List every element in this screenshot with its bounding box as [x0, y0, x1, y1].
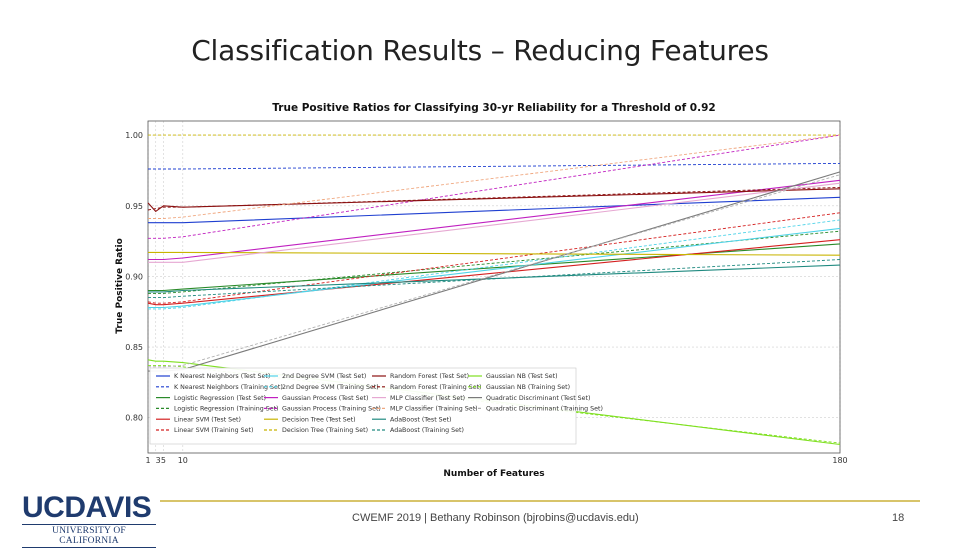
- legend-label: K Nearest Neighbors (Test Set): [174, 373, 270, 380]
- plot-area-frame: [147, 120, 841, 454]
- series-line: [148, 182, 841, 263]
- series-line: [148, 174, 841, 368]
- legend-label: K Nearest Neighbors (Training Set): [174, 384, 283, 391]
- series-line: [148, 179, 841, 261]
- legend-label: MLP Classifier (Training Set): [390, 406, 478, 413]
- logo-subtitle: UNIVERSITY OF CALIFORNIA: [22, 524, 156, 548]
- series-line: [148, 264, 841, 293]
- x-tick-label: 1: [145, 456, 150, 465]
- legend-label: Linear SVM (Test Set): [174, 416, 241, 423]
- series-line: [148, 227, 841, 309]
- legend-label: Logistic Regression (Test Set): [174, 395, 266, 402]
- axis-ticks: 0.80 0.85 0.90 0.95 1.00 1 3 5 10 180: [125, 131, 847, 465]
- legend-label: AdaBoost (Training Set): [390, 427, 464, 434]
- legend-label: Gaussian Process (Test Set): [282, 395, 368, 402]
- series-line: [148, 243, 841, 292]
- legend-label: Decision Tree (Training Set): [282, 427, 368, 434]
- slide-title: Classification Results – Reducing Featur…: [191, 34, 769, 67]
- legend-box: [149, 367, 577, 445]
- legend-label: Quadratic Discriminant (Training Set): [486, 406, 603, 413]
- legend-label: Random Forest (Training Set): [390, 384, 482, 391]
- series-line: [148, 162, 841, 170]
- y-tick-label: 0.80: [125, 414, 143, 423]
- series-line: [148, 251, 841, 256]
- series-line: [148, 134, 841, 239]
- footer-text: CWEMF 2019 | Bethany Robinson (bjrobins@…: [352, 512, 639, 524]
- x-tick-label: 10: [178, 456, 188, 465]
- chart-title: True Positive Ratios for Classifying 30-…: [272, 102, 715, 114]
- series-line: [148, 259, 841, 299]
- y-tick-label: 0.85: [125, 343, 143, 352]
- logo-wordmark: UCDAVIS: [22, 491, 152, 524]
- series-line: [147, 188, 841, 213]
- legend-label: 2nd Degree SVM (Training Set): [282, 384, 379, 391]
- y-axis-label: True Positive Ratio: [115, 238, 125, 334]
- legend-label: Quadratic Discriminant (Test Set): [486, 395, 590, 402]
- y-tick-label: 0.95: [125, 202, 143, 211]
- footer-divider: [160, 500, 920, 502]
- legend-label: Gaussian Process (Training Set): [282, 406, 381, 413]
- x-axis-label: Number of Features: [443, 469, 544, 479]
- series-line: [147, 186, 841, 211]
- legend-label: Gaussian NB (Training Set): [486, 384, 570, 391]
- legend-label: Decision Tree (Test Set): [282, 416, 356, 423]
- x-tick-label: 3: [156, 456, 161, 465]
- legend-label: Logistic Regression (Training Set): [174, 406, 279, 413]
- series-line: [148, 196, 841, 224]
- y-tick-label: 0.90: [125, 272, 143, 281]
- page-number: 18: [892, 512, 905, 524]
- legend-label: 2nd Degree SVM (Test Set): [282, 373, 366, 380]
- line-chart: 0.80 0.85 0.90 0.95 1.00 1 3 5 10 180 True Positi…: [115, 102, 848, 479]
- legend-label: AdaBoost (Test Set): [390, 416, 451, 423]
- legend-label: Random Forest (Test Set): [390, 373, 469, 380]
- x-tick-label: 5: [161, 456, 166, 465]
- series-line: [147, 212, 841, 304]
- series-line: [148, 230, 841, 294]
- x-tick-label: 180: [832, 456, 847, 465]
- legend-label: Linear SVM (Training Set): [174, 427, 253, 434]
- y-tick-label: 1.00: [125, 131, 143, 140]
- legend-label: Gaussian NB (Test Set): [486, 373, 558, 380]
- series-line: [148, 134, 841, 219]
- chart-legend: K Nearest Neighbors (Test Set) K Nearest …: [149, 367, 603, 445]
- legend-label: MLP Classifier (Test Set): [390, 395, 465, 402]
- series-line: [148, 219, 841, 310]
